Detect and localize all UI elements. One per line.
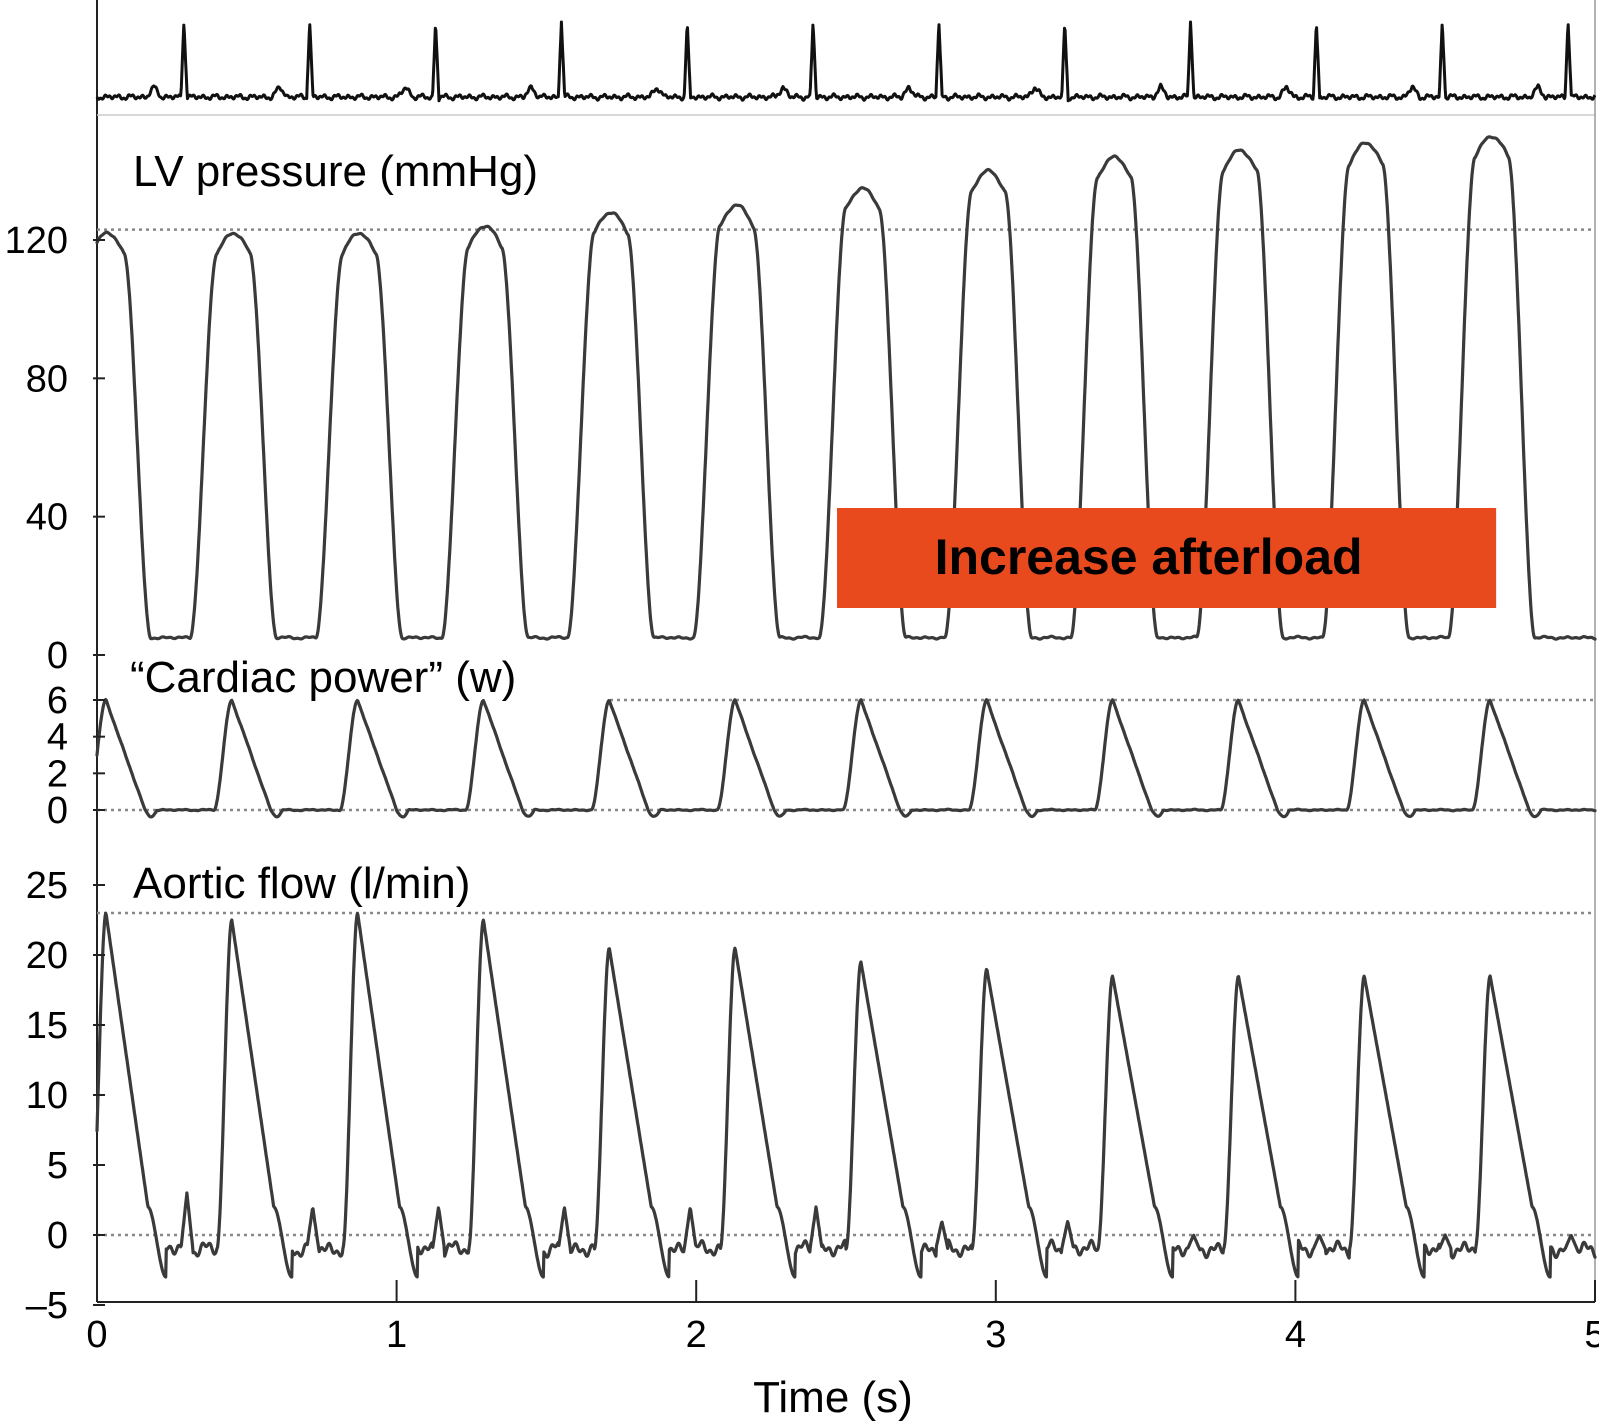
power-ytick-label: 2: [47, 753, 68, 795]
power-ytick-label: 0: [47, 790, 68, 832]
x-tick-label: 1: [386, 1314, 407, 1356]
flow-ytick-label: 0: [47, 1215, 68, 1257]
x-tick-label: 4: [1285, 1314, 1306, 1356]
power-ytick-label: 6: [47, 680, 68, 722]
lv-pressure-trace: [95, 135, 1597, 641]
lvp-ytick-label: 40: [26, 497, 68, 539]
cardiac-power-trace: [95, 698, 1597, 819]
x-tick-label: 3: [985, 1314, 1006, 1356]
x-tick-label: 2: [686, 1314, 707, 1356]
x-tick-label: 5: [1584, 1314, 1599, 1356]
lv-pressure-title: LV pressure (mmHg): [133, 147, 538, 196]
annotation-text: Increase afterload: [935, 529, 1363, 585]
ecg-trace: [95, 20, 1597, 103]
lvp-ytick-label: 80: [26, 358, 68, 400]
aortic-flow-trace: [95, 911, 1597, 1279]
flow-ytick-label: 20: [26, 935, 68, 977]
flow-ytick-label: 15: [26, 1005, 68, 1047]
flow-ytick-label: 25: [26, 865, 68, 907]
flow-ytick-label: 5: [47, 1145, 68, 1187]
aortic-flow-title: Aortic flow (l/min): [133, 859, 470, 908]
reference-lines: [97, 228, 1595, 1237]
cardiac-power-title: “Cardiac power” (w): [130, 653, 516, 702]
flow-ytick-label: 10: [26, 1075, 68, 1117]
x-tick-label: 0: [86, 1314, 107, 1356]
annotation-box: [837, 508, 1497, 608]
lvp-ytick-label: 120: [5, 220, 68, 262]
x-ticks: 0 1 2 3 4 5: [86, 1280, 1599, 1356]
flow-ytick-label: –5: [26, 1285, 68, 1327]
x-axis-title: Time (s): [753, 1373, 913, 1422]
afterload-annotation: Increase afterload: [837, 508, 1497, 608]
lvp-ytick-label: 0: [47, 635, 68, 677]
power-ytick-label: 4: [47, 717, 68, 759]
